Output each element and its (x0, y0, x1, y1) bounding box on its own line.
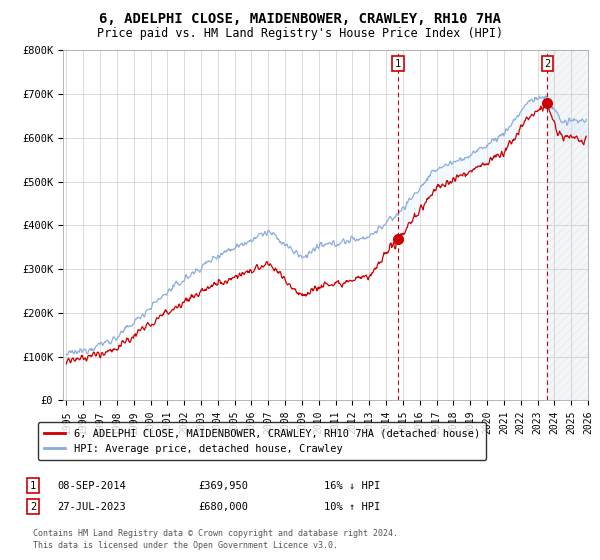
Text: 08-SEP-2014: 08-SEP-2014 (57, 480, 126, 491)
Legend: 6, ADELPHI CLOSE, MAIDENBOWER, CRAWLEY, RH10 7HA (detached house), HPI: Average : 6, ADELPHI CLOSE, MAIDENBOWER, CRAWLEY, … (38, 422, 486, 460)
Text: 2: 2 (544, 59, 550, 68)
Text: 10% ↑ HPI: 10% ↑ HPI (324, 502, 380, 512)
Text: 27-JUL-2023: 27-JUL-2023 (57, 502, 126, 512)
Text: 1: 1 (395, 59, 401, 68)
Text: 16% ↓ HPI: 16% ↓ HPI (324, 480, 380, 491)
Text: 1: 1 (30, 480, 36, 491)
Bar (547, 50, 596, 400)
Bar (547, 50, 596, 400)
Text: 6, ADELPHI CLOSE, MAIDENBOWER, CRAWLEY, RH10 7HA: 6, ADELPHI CLOSE, MAIDENBOWER, CRAWLEY, … (99, 12, 501, 26)
Text: £369,950: £369,950 (198, 480, 248, 491)
Text: This data is licensed under the Open Government Licence v3.0.: This data is licensed under the Open Gov… (33, 541, 338, 550)
Text: Contains HM Land Registry data © Crown copyright and database right 2024.: Contains HM Land Registry data © Crown c… (33, 529, 398, 538)
Text: £680,000: £680,000 (198, 502, 248, 512)
Text: Price paid vs. HM Land Registry's House Price Index (HPI): Price paid vs. HM Land Registry's House … (97, 27, 503, 40)
Text: 2: 2 (30, 502, 36, 512)
